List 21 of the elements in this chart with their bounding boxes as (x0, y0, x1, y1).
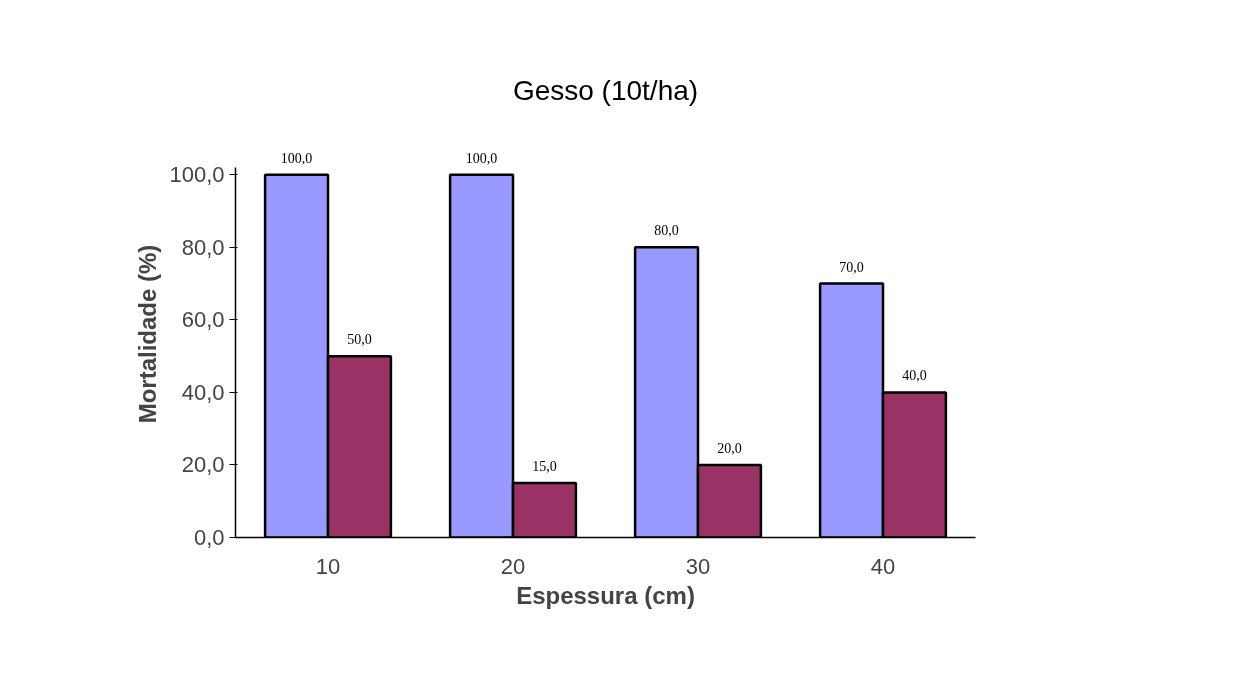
y-tick-label: 60,0 (181, 307, 225, 333)
data-label: 80,0 (654, 223, 679, 239)
data-label: 15,0 (532, 459, 557, 475)
x-tick-label: 10 (315, 553, 341, 579)
data-label: 100,0 (280, 150, 313, 166)
data-label: 50,0 (347, 332, 372, 348)
x-tick-label: 30 (685, 553, 711, 579)
data-label: 20,0 (717, 440, 742, 456)
x-axis-title: Espessura (cm) (516, 581, 695, 609)
data-label: 40,0 (902, 368, 927, 384)
x-tick-label: 40 (870, 553, 896, 579)
y-tick-label: 80,0 (181, 234, 225, 260)
data-label: 70,0 (839, 259, 864, 275)
chart-title: Gesso (10t/ha) (512, 74, 699, 106)
x-tick-label: 20 (500, 553, 526, 579)
y-tick-label: 100,0 (169, 162, 225, 188)
y-axis-title: Mortalidade (%) (134, 244, 162, 424)
y-tick-label: 40,0 (181, 379, 225, 405)
y-tick-label: 20,0 (181, 452, 225, 478)
data-label: 100,0 (465, 150, 498, 166)
y-tick-label: 0,0 (193, 525, 225, 550)
